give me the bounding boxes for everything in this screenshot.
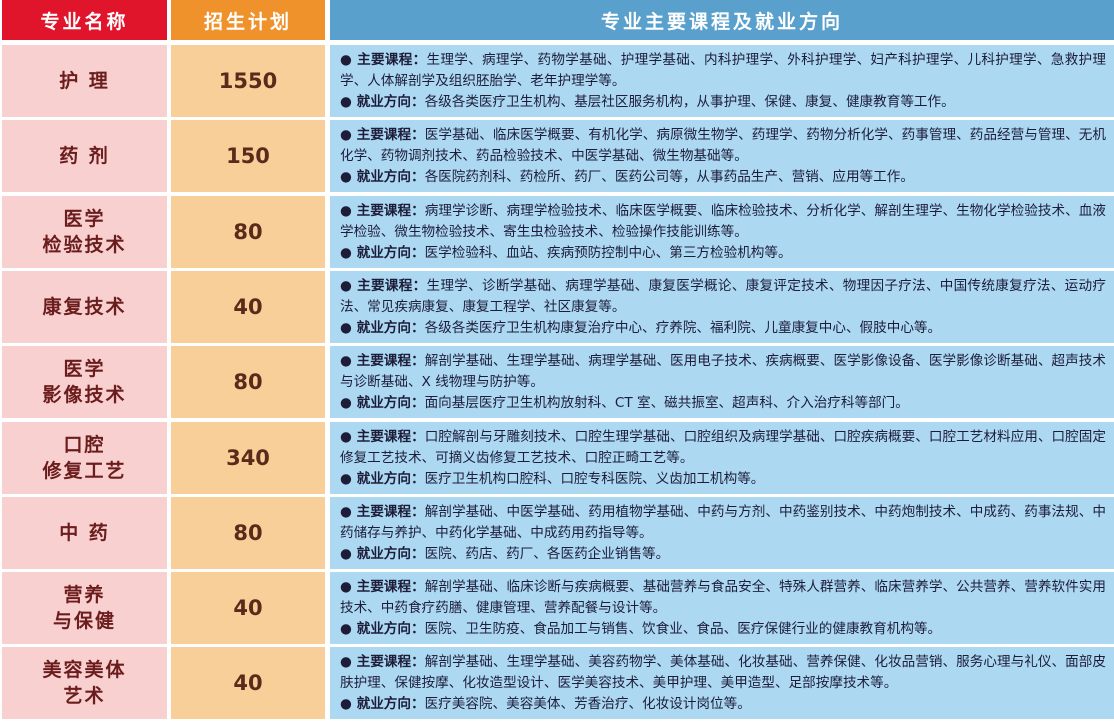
courses-career-cell: ● 主要课程：生理学、病理学、药物学基础、护理学基础、内科护理学、外科护理学、妇…: [330, 45, 1114, 117]
main-courses: ● 主要课程：解剖学基础、生理学基础、美容药物学、美体基础、化妆基础、营养保健、…: [340, 652, 1106, 694]
career-text: 各级各类医疗卫生机构、基层社区服务机构，从事护理、保健、康复、健康教育等工作。: [424, 94, 955, 110]
main-courses: ● 主要课程：生理学、诊断学基础、病理学基础、康复医学概论、康复评定技术、物理因…: [340, 276, 1106, 318]
table-row: 口腔 修复工艺 340 ● 主要课程：口腔解剖与牙雕刻技术、口腔生理学基础、口腔组织…: [0, 421, 1114, 494]
courses-label: ● 主要课程：: [340, 503, 425, 520]
major-name: 医学 检验技术: [2, 195, 167, 268]
enrollment-plan: 40: [171, 647, 325, 720]
courses-label: ● 主要课程：: [340, 277, 427, 294]
table-row: 康复技术 40 ● 主要课程：生理学、诊断学基础、病理学基础、康复医学概论、康复评定…: [0, 270, 1114, 343]
career-direction: ● 就业方向：医疗美容院、美容美体、芳香治疗、化妆设计岗位等。: [340, 694, 1106, 715]
main-courses: ● 主要课程：解剖学基础、临床诊断与疾病概要、基础营养与食品安全、特殊人群营养、…: [340, 577, 1106, 619]
career-label: ● 就业方向：: [340, 621, 425, 638]
major-name: 药 剂: [2, 120, 167, 193]
major-name: 医学 影像技术: [2, 346, 167, 419]
career-direction: ● 就业方向：医院、药店、药厂、各医药企业销售等。: [340, 544, 1106, 565]
career-text: 面向基层医疗卫生机构放射科、CT 室、磁共振室、超声科、介入治疗科等部门。: [424, 395, 909, 412]
courses-label: ● 主要课程：: [340, 579, 425, 596]
career-direction: ● 就业方向：医院、卫生防疫、食品加工与销售、饮食业、食品、医疗保健行业的健康教…: [340, 619, 1106, 640]
career-text: 各医院药剂科、药检所、药厂、医药公司等，从事药品生产、营销、应用等工作。: [424, 169, 914, 186]
major-name: 口腔 修复工艺: [2, 421, 167, 494]
courses-text: 生理学、诊断学基础、病理学基础、康复医学概论、康复评定技术、物理因子疗法、中国传…: [340, 277, 1106, 315]
header-major-name: 专业名称: [2, 0, 167, 40]
enrollment-plan: 80: [171, 496, 325, 569]
courses-career-cell: ● 主要课程：解剖学基础、中医学基础、药用植物学基础、中药与方剂、中药鉴别技术、…: [330, 496, 1114, 569]
career-direction: ● 就业方向：医学检验科、血站、疾病预防控制中心、第三方检验机构等。: [340, 243, 1106, 264]
courses-career-cell: ● 主要课程：医学基础、临床医学概要、有机化学、病原微生物学、药理学、药物分析化…: [330, 120, 1114, 193]
header-courses-career: 专业主要课程及就业方向: [330, 0, 1114, 40]
main-courses: ● 主要课程：医学基础、临床医学概要、有机化学、病原微生物学、药理学、药物分析化…: [340, 125, 1106, 167]
career-label: ● 就业方向：: [340, 244, 425, 261]
table-row: 医学 检验技术 80 ● 主要课程：病理学诊断、病理学检验技术、临床医学概要、临床检…: [0, 195, 1114, 268]
main-courses: ● 主要课程：解剖学基础、生理学基础、病理学基础、医用电子技术、疾病概要、医学影…: [340, 351, 1106, 393]
courses-label: ● 主要课程：: [340, 127, 425, 144]
major-name: 康复技术: [2, 270, 167, 343]
courses-text: 解剖学基础、中医学基础、药用植物学基础、中药与方剂、中药鉴别技术、中药炮制技术、…: [340, 503, 1106, 541]
enrollment-plan: 1550: [171, 45, 325, 117]
table-row: 药 剂 150 ● 主要课程：医学基础、临床医学概要、有机化学、病原微生物学、药理学…: [0, 120, 1114, 193]
courses-career-cell: ● 主要课程：解剖学基础、生理学基础、美容药物学、美体基础、化妆基础、营养保健、…: [330, 647, 1114, 720]
career-label: ● 就业方向：: [340, 169, 425, 186]
major-name: 营养 与保健: [2, 572, 167, 645]
career-direction: ● 就业方向：面向基层医疗卫生机构放射科、CT 室、磁共振室、超声科、介入治疗科…: [340, 393, 1106, 414]
table-row: 医学 影像技术 80 ● 主要课程：解剖学基础、生理学基础、病理学基础、医用电子技术…: [0, 346, 1114, 419]
career-direction: ● 就业方向：医疗卫生机构口腔科、口腔专科医院、义齿加工机构等。: [340, 469, 1106, 490]
major-name: 美容美体 艺术: [2, 647, 167, 720]
courses-label: ● 主要课程：: [340, 202, 425, 219]
courses-text: 医学基础、临床医学概要、有机化学、病原微生物学、药理学、药物分析化学、药事管理、…: [340, 127, 1106, 165]
courses-career-cell: ● 主要课程：解剖学基础、临床诊断与疾病概要、基础营养与食品安全、特殊人群营养、…: [330, 572, 1114, 645]
enrollment-plan: 40: [171, 270, 325, 343]
courses-text: 解剖学基础、生理学基础、美容药物学、美体基础、化妆基础、营养保健、化妆品营销、服…: [340, 654, 1106, 692]
career-direction: ● 就业方向：各级各类医疗卫生机构康复治疗中心、疗养院、福利院、儿童康复中心、假…: [340, 318, 1106, 339]
table-row: 护 理 1550 ● 主要课程：生理学、病理学、药物学基础、护理学基础、内科护理学、…: [0, 45, 1114, 117]
table-row: 中 药 80 ● 主要课程：解剖学基础、中医学基础、药用植物学基础、中药与方剂、中药…: [0, 496, 1114, 569]
career-label: ● 就业方向：: [340, 470, 425, 487]
courses-text: 解剖学基础、生理学基础、病理学基础、医用电子技术、疾病概要、医学影像设备、医学影…: [340, 353, 1106, 391]
career-label: ● 就业方向：: [340, 94, 425, 110]
career-label: ● 就业方向：: [340, 545, 425, 562]
enrollment-plan: 340: [171, 421, 325, 494]
career-text: 医学检验科、血站、疾病预防控制中心、第三方检验机构等。: [424, 244, 792, 261]
major-name: 中 药: [2, 496, 167, 569]
courses-label: ● 主要课程：: [340, 52, 427, 68]
career-text: 医疗卫生机构口腔科、口腔专科医院、义齿加工机构等。: [424, 470, 765, 487]
courses-career-cell: ● 主要课程：解剖学基础、生理学基础、病理学基础、医用电子技术、疾病概要、医学影…: [330, 346, 1114, 419]
career-label: ● 就业方向：: [340, 696, 425, 713]
courses-text: 解剖学基础、临床诊断与疾病概要、基础营养与食品安全、特殊人群营养、临床营养学、公…: [340, 579, 1106, 617]
main-courses: ● 主要课程：口腔解剖与牙雕刻技术、口腔生理学基础、口腔组织及病理学基础、口腔疾…: [340, 427, 1106, 469]
table-row: 美容美体 艺术 40 ● 主要课程：解剖学基础、生理学基础、美容药物学、美体基础、化…: [0, 647, 1114, 720]
career-text: 医疗美容院、美容美体、芳香治疗、化妆设计岗位等。: [424, 696, 751, 713]
header-enrollment-plan: 招生计划: [171, 0, 325, 40]
career-label: ● 就业方向：: [340, 395, 425, 412]
courses-career-cell: ● 主要课程：病理学诊断、病理学检验技术、临床医学概要、临床检验技术、分析化学、…: [330, 195, 1114, 268]
enrollment-plan: 150: [171, 120, 325, 193]
courses-text: 病理学诊断、病理学检验技术、临床医学概要、临床检验技术、分析化学、解剖生理学、生…: [340, 202, 1106, 240]
courses-career-cell: ● 主要课程：生理学、诊断学基础、病理学基础、康复医学概论、康复评定技术、物理因…: [330, 270, 1114, 343]
career-text: 医院、卫生防疫、食品加工与销售、饮食业、食品、医疗保健行业的健康教育机构等。: [424, 621, 942, 638]
courses-career-cell: ● 主要课程：口腔解剖与牙雕刻技术、口腔生理学基础、口腔组织及病理学基础、口腔疾…: [330, 421, 1114, 494]
courses-label: ● 主要课程：: [340, 353, 425, 370]
career-label: ● 就业方向：: [340, 319, 425, 336]
table-row: 营养 与保健 40 ● 主要课程：解剖学基础、临床诊断与疾病概要、基础营养与食品安全…: [0, 572, 1114, 645]
main-courses: ● 主要课程：生理学、病理学、药物学基础、护理学基础、内科护理学、外科护理学、妇…: [340, 50, 1106, 92]
courses-label: ● 主要课程：: [340, 428, 425, 445]
enrollment-plan: 80: [171, 195, 325, 268]
courses-label: ● 主要课程：: [340, 654, 425, 671]
career-direction: ● 就业方向：各级各类医疗卫生机构、基层社区服务机构，从事护理、保健、康复、健康…: [340, 92, 1106, 113]
career-direction: ● 就业方向：各医院药剂科、药检所、药厂、医药公司等，从事药品生产、营销、应用等…: [340, 167, 1106, 188]
major-name: 护 理: [2, 45, 167, 117]
main-courses: ● 主要课程：解剖学基础、中医学基础、药用植物学基础、中药与方剂、中药鉴别技术、…: [340, 502, 1106, 544]
courses-text: 生理学、病理学、药物学基础、护理学基础、内科护理学、外科护理学、妇产科护理学、儿…: [340, 52, 1106, 89]
courses-text: 口腔解剖与牙雕刻技术、口腔生理学基础、口腔组织及病理学基础、口腔疾病概要、口腔工…: [340, 428, 1106, 466]
main-courses: ● 主要课程：病理学诊断、病理学检验技术、临床医学概要、临床检验技术、分析化学、…: [340, 201, 1106, 243]
enrollment-plan: 40: [171, 572, 325, 645]
career-text: 各级各类医疗卫生机构康复治疗中心、疗养院、福利院、儿童康复中心、假肢中心等。: [424, 319, 942, 336]
enrollment-plan: 80: [171, 346, 325, 419]
career-text: 医院、药店、药厂、各医药企业销售等。: [424, 545, 670, 562]
